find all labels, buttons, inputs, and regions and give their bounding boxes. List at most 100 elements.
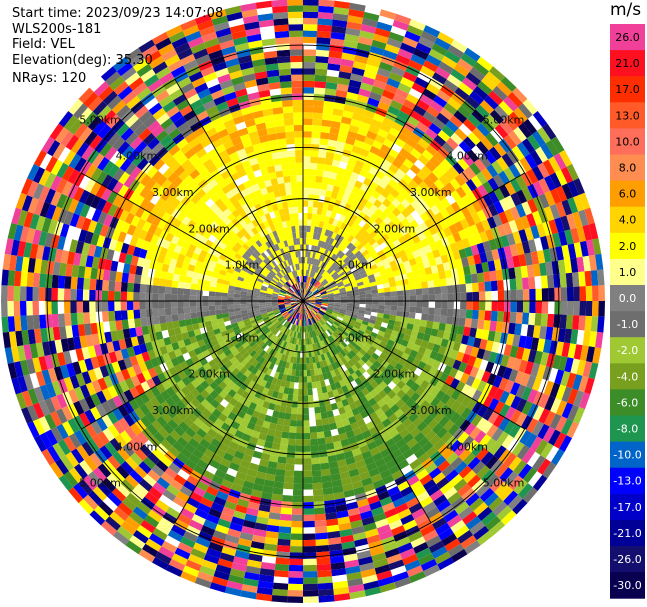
- velocity-gate: [303, 288, 305, 295]
- velocity-gate: [355, 332, 363, 339]
- velocity-gate: [518, 229, 528, 243]
- velocity-gate: [503, 134, 517, 150]
- velocity-gate: [357, 36, 374, 46]
- velocity-gate: [318, 595, 335, 603]
- velocity-gate: [289, 558, 303, 566]
- velocity-gate: [312, 387, 318, 395]
- velocity-gate: [389, 314, 397, 321]
- velocity-gate: [493, 400, 505, 415]
- velocity-gate: [416, 121, 429, 134]
- velocity-gate: [336, 193, 344, 202]
- velocity-gate: [582, 361, 593, 378]
- velocity-gate: [561, 244, 571, 260]
- velocity-gate: [414, 337, 423, 347]
- velocity-gate: [374, 225, 383, 234]
- velocity-gate: [370, 118, 383, 129]
- velocity-gate: [386, 271, 395, 279]
- velocity-gate: [357, 211, 366, 220]
- velocity-gate: [342, 247, 350, 255]
- velocity-gate: [597, 269, 605, 286]
- velocity-gate: [392, 158, 403, 169]
- velocity-gate: [328, 278, 335, 284]
- velocity-gate: [395, 315, 403, 322]
- velocity-gate: [441, 301, 448, 309]
- velocity-gate: [315, 538, 329, 547]
- velocity-gate: [287, 394, 294, 402]
- velocity-gate: [522, 312, 530, 325]
- velocity-gate: [361, 142, 373, 152]
- velocity-gate: [458, 343, 468, 354]
- velocity-gate: [524, 153, 538, 169]
- velocity-gate: [340, 304, 347, 308]
- velocity-gate: [378, 61, 394, 72]
- velocity-gate: [420, 379, 430, 390]
- velocity-gate: [314, 294, 321, 298]
- velocity-gate: [384, 296, 392, 301]
- velocity-gate: [408, 258, 417, 267]
- velocity-gate: [486, 424, 499, 438]
- velocity-gate: [487, 330, 496, 342]
- velocity-gate: [320, 125, 331, 134]
- velocity-gate: [308, 187, 315, 195]
- velocity-gate: [362, 317, 370, 323]
- velocity-gate: [280, 437, 289, 445]
- velocity-gate: [520, 265, 529, 278]
- velocity-gate: [361, 320, 369, 326]
- velocity-gate: [434, 379, 445, 391]
- velocity-gate: [555, 416, 568, 433]
- velocity-gate: [554, 369, 565, 385]
- velocity-gate: [343, 224, 351, 233]
- velocity-gate: [520, 324, 529, 337]
- velocity-gate: [330, 224, 337, 233]
- velocity-gate: [422, 88, 437, 101]
- velocity-gate: [543, 339, 552, 354]
- velocity-gate: [314, 412, 322, 420]
- velocity-gate: [378, 301, 385, 306]
- velocity-gate: [356, 281, 364, 287]
- velocity-gate: [274, 474, 285, 483]
- velocity-gate: [314, 188, 321, 196]
- velocity-gate: [485, 71, 501, 86]
- velocity-gate: [377, 308, 385, 314]
- velocity-gate: [423, 244, 433, 254]
- velocity-gate: [509, 345, 519, 358]
- velocity-gate: [526, 134, 541, 151]
- velocity-gate: [389, 286, 397, 292]
- velocity-gate: [303, 118, 313, 126]
- velocity-gate: [427, 171, 439, 184]
- velocity-gate: [26, 301, 33, 316]
- velocity-gate: [471, 282, 479, 293]
- velocity-gate: [415, 205, 426, 216]
- velocity-gate: [288, 564, 303, 572]
- velocity-gate: [425, 54, 442, 67]
- velocity-gate: [303, 282, 305, 289]
- velocity-gate: [484, 310, 492, 321]
- velocity-gate: [491, 160, 504, 175]
- velocity-gate: [208, 305, 216, 311]
- velocity-gate: [425, 198, 436, 209]
- velocity-gate: [470, 273, 479, 284]
- velocity-gate: [478, 301, 486, 311]
- velocity-gate: [410, 382, 421, 393]
- velocity-gate: [428, 258, 437, 267]
- velocity-gate: [455, 403, 467, 416]
- velocity-gate: [377, 229, 387, 238]
- velocity-gate: [344, 282, 351, 288]
- velocity-gate: [560, 215, 571, 231]
- velocity-gate: [378, 179, 389, 190]
- velocity-gate: [560, 418, 574, 436]
- velocity-gate: [440, 208, 451, 220]
- velocity-gate: [526, 168, 539, 184]
- velocity-gate: [382, 246, 391, 254]
- velocity-gate: [297, 407, 303, 415]
- velocity-gate: [532, 405, 545, 421]
- velocity-gate: [395, 54, 411, 66]
- velocity-gate: [373, 360, 382, 369]
- velocity-gate: [400, 126, 413, 138]
- velocity-gate: [363, 314, 371, 319]
- velocity-gate: [459, 218, 470, 230]
- velocity-gate: [579, 240, 589, 257]
- velocity-gate: [461, 395, 472, 408]
- velocity-gate: [500, 234, 510, 248]
- velocity-gate: [221, 301, 228, 306]
